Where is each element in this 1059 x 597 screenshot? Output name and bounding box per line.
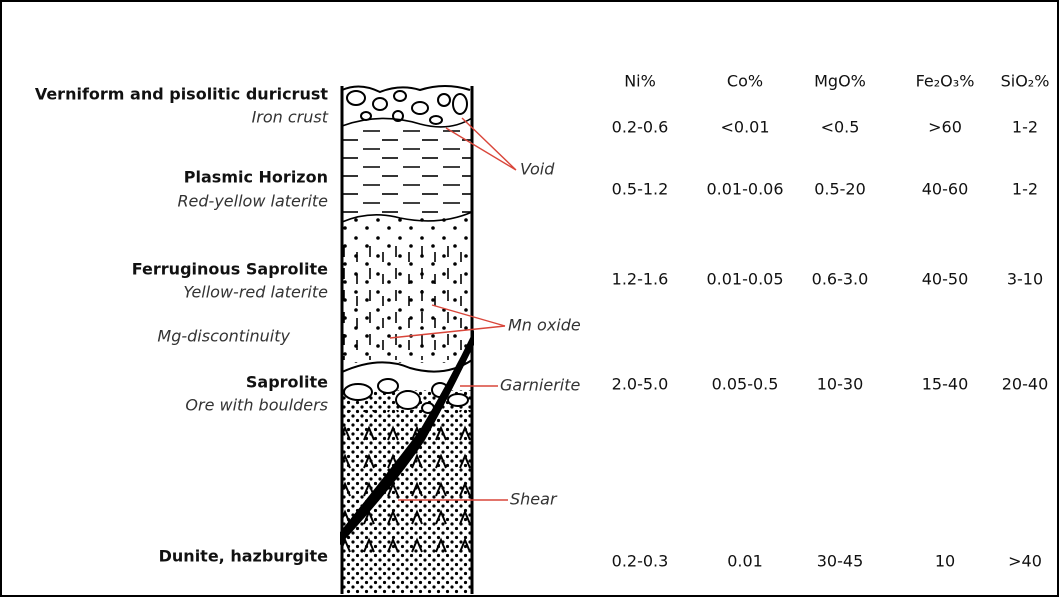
table-cell: 0.01 (727, 552, 763, 571)
layer-description: Iron crust (252, 108, 329, 127)
mg-discontinuity: Mg-discontinuity (157, 327, 290, 346)
annotation: Shear (510, 490, 558, 509)
table-cell: 10-30 (817, 375, 864, 394)
table-cell: 1-2 (1012, 180, 1038, 199)
callout-lines (389, 117, 517, 501)
table-cell: 0.01-0.06 (706, 180, 783, 199)
table-cell: 15-40 (922, 375, 969, 394)
table-cell: >40 (1008, 552, 1042, 571)
table-cell: 0.5-1.2 (612, 180, 669, 199)
table-cell: 1.2-1.6 (612, 270, 669, 289)
column-header: Co% (727, 72, 763, 91)
table-cell: <0.5 (821, 118, 860, 137)
column-header: SiO₂% (1001, 72, 1050, 91)
column-header: Ni% (624, 72, 656, 91)
table-cell: 0.2-0.3 (612, 552, 669, 571)
layer-name: Plasmic Horizon (184, 168, 328, 187)
table-cell: 0.6-3.0 (812, 270, 869, 289)
layer-name: Ferruginous Saprolite (132, 260, 328, 279)
table-cell: 30-45 (817, 552, 864, 571)
table-cell: 40-60 (922, 180, 969, 199)
annotation: Void (520, 160, 555, 179)
table-cell: 2.0-5.0 (612, 375, 669, 394)
table-cell: 10 (935, 552, 955, 571)
table-cell: 0.5-20 (814, 180, 866, 199)
layer-description: Yellow-red laterite (183, 283, 328, 302)
table-cell: 0.2-0.6 (612, 118, 669, 137)
table-cell: >60 (928, 118, 962, 137)
table-cell: 0.05-0.5 (712, 375, 779, 394)
table-cell: 3-10 (1007, 270, 1043, 289)
table-cell: 40-50 (922, 270, 969, 289)
layer-name: Dunite, hazburgite (159, 547, 329, 566)
column-header: Fe₂O₃% (916, 72, 975, 91)
table-cell: 1-2 (1012, 118, 1038, 137)
layer-name: Saprolite (246, 373, 328, 392)
layer-description: Ore with boulders (185, 396, 328, 415)
layer-description: Red-yellow laterite (177, 192, 328, 211)
table-cell: <0.01 (720, 118, 769, 137)
profile-column (340, 85, 474, 594)
column-header: MgO% (814, 72, 866, 91)
annotation: Mn oxide (508, 316, 581, 335)
table-cell: 20-40 (1002, 375, 1049, 394)
annotation: Garnierite (500, 376, 581, 395)
layer-name: Verniform and pisolitic duricrust (35, 85, 329, 104)
table-cell: 0.01-0.05 (706, 270, 783, 289)
